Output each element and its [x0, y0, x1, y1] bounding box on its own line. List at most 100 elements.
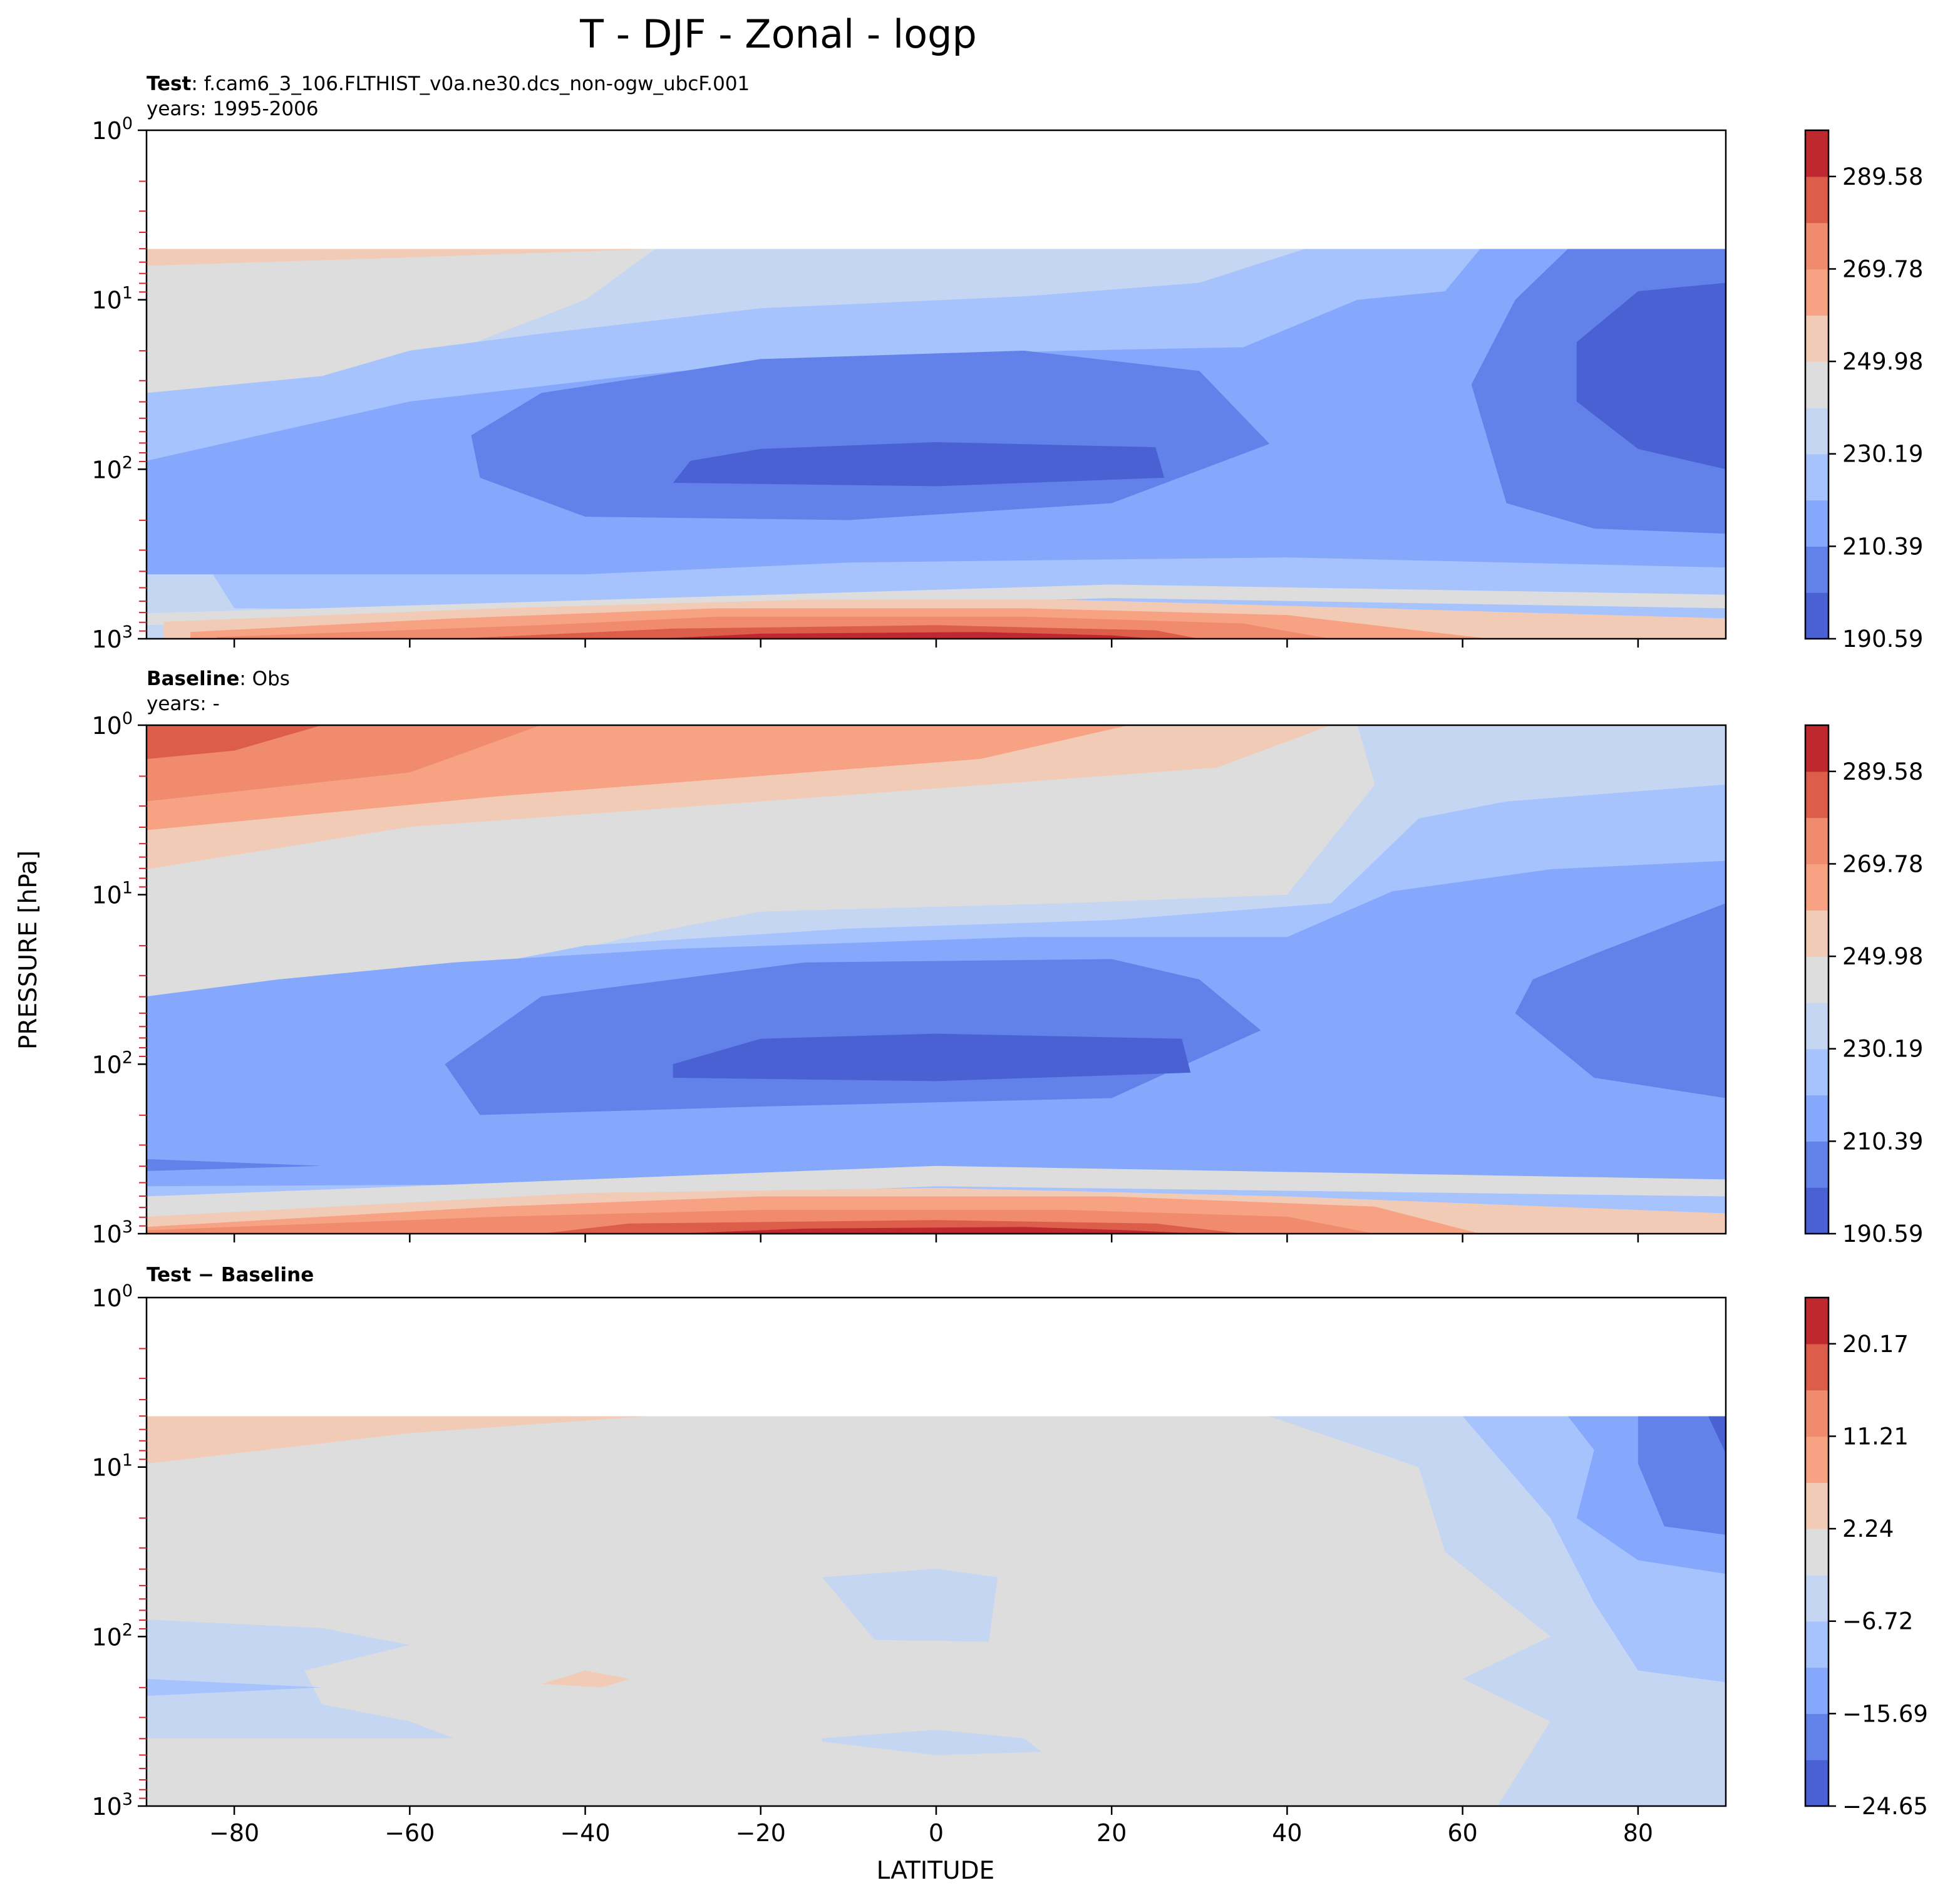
- y-tick-label: 100: [91, 1281, 133, 1312]
- panel-label-text: : f.cam6_3_106.FLTHIST_v0a.ne30.dcs_non-…: [191, 73, 750, 95]
- contour-fill-group: [147, 725, 1726, 1234]
- colorbar-segment: [1805, 1002, 1828, 1050]
- contour-fill-group: [147, 130, 1726, 639]
- x-tick-label: −60: [384, 1819, 435, 1847]
- x-tick-label: −20: [736, 1819, 786, 1847]
- colorbar-tick-label: 249.98: [1842, 943, 1923, 970]
- contour-region-17: [673, 1227, 1200, 1234]
- colorbar-segment: [1805, 1482, 1828, 1529]
- contour-region-7: [147, 1619, 454, 1738]
- x-tick-label: −80: [209, 1819, 259, 1847]
- panel-years: years: 1995-2006: [147, 98, 319, 120]
- colorbar-segment: [1805, 956, 1828, 1003]
- panel-label: Test: f.cam6_3_106.FLTHIST_v0a.ne30.dcs_…: [147, 73, 750, 95]
- colorbar-tick-label: 2.24: [1842, 1515, 1894, 1542]
- colorbar-frame: [1804, 1296, 1830, 1807]
- panel-baseline: Baseline: Obs years: - 100 101 102 103 190.59 2…: [91, 668, 1923, 1248]
- colorbar-segment: [1805, 546, 1828, 593]
- y-tick-label: 102: [91, 1620, 133, 1651]
- x-axis-label: LATITUDE: [877, 1857, 995, 1885]
- colorbar-frame: [1804, 129, 1830, 640]
- contour-region-8: [147, 1679, 322, 1696]
- figure-title: T - DJF - Zonal - logp: [579, 11, 977, 57]
- colorbar-segment: [1805, 315, 1828, 362]
- contour-region-9: [673, 1033, 1191, 1082]
- contour-region-11: [541, 1670, 629, 1688]
- x-tick-label: 0: [929, 1819, 944, 1847]
- contour-region-9: [822, 1569, 998, 1642]
- y-axis-label: PRESSURE [hPa]: [14, 850, 43, 1050]
- contour-region-1: [147, 249, 656, 266]
- contour-region-3: [147, 725, 1130, 830]
- colorbar-tick-label: 269.78: [1842, 850, 1923, 877]
- panel-label-bold: Test: [147, 73, 192, 95]
- contour-region-11: [147, 1159, 322, 1171]
- y-tick-label: 101: [91, 284, 133, 314]
- colorbar-segment: [1805, 1621, 1828, 1668]
- contour-region-8: [1576, 282, 1726, 470]
- contour-region-2: [147, 725, 322, 760]
- x-tick-label: 80: [1623, 1819, 1653, 1847]
- colorbar-tick-label: 289.58: [1842, 758, 1923, 785]
- colorbar: −24.65 −15.69 −6.72 2.24 11.21 20.17: [1804, 1296, 1928, 1820]
- contour-region-10: [822, 1730, 1042, 1755]
- panel-years: years: -: [147, 693, 220, 715]
- colorbar-segment: [1805, 1667, 1828, 1714]
- colorbar: 190.59 210.39 230.19 249.98 269.78 289.58: [1804, 724, 1923, 1247]
- colorbar-segment: [1805, 407, 1828, 455]
- colorbar-tick-label: 249.98: [1842, 348, 1923, 375]
- colorbar-segment: [1805, 176, 1828, 224]
- colorbar-segment: [1805, 1187, 1828, 1234]
- contour-region-15: [655, 632, 1156, 639]
- colorbar-segment: [1805, 1095, 1828, 1142]
- y-tick-label: 100: [91, 709, 133, 740]
- panel-test: Test: f.cam6_3_106.FLTHIST_v0a.ne30.dcs_…: [91, 73, 1923, 653]
- colorbar-tick-label: 289.58: [1842, 163, 1923, 190]
- colorbar: 190.59 210.39 230.19 249.98 269.78 289.58: [1804, 129, 1923, 653]
- colorbar-segment: [1805, 1390, 1828, 1437]
- colorbar-tick-label: −24.65: [1842, 1793, 1928, 1820]
- colorbar-segment: [1805, 1048, 1828, 1096]
- y-tick-label: 101: [91, 879, 133, 909]
- colorbar-segment: [1805, 725, 1828, 772]
- colorbar-tick-label: 210.39: [1842, 533, 1923, 560]
- panel-label-text: : Obs: [239, 668, 290, 690]
- contour-region-10: [147, 584, 1726, 626]
- colorbar-segment: [1805, 222, 1828, 270]
- panel-difference: Test − Baseline 100 101 102 103 −80 −60 −40 −20 0…: [91, 1264, 1927, 1847]
- x-tick-label: −40: [560, 1819, 610, 1847]
- panel-label: Test − Baseline: [147, 1264, 314, 1286]
- colorbar-tick-label: 20.17: [1842, 1331, 1909, 1358]
- y-tick-label: 103: [91, 622, 133, 653]
- x-tick-label: 60: [1447, 1819, 1477, 1847]
- colorbar-tick-label: −15.69: [1842, 1700, 1928, 1727]
- colorbar-segment: [1805, 1343, 1828, 1391]
- colorbar-segment: [1805, 910, 1828, 957]
- contour-region-10: [1515, 903, 1726, 1098]
- colorbar-tick-label: 230.19: [1842, 1036, 1923, 1063]
- colorbar-segment: [1805, 592, 1828, 639]
- panel-label-bold: Baseline: [147, 668, 239, 690]
- colorbar-segment: [1805, 500, 1828, 547]
- colorbar-segment: [1805, 1529, 1828, 1576]
- colorbar-frame: [1804, 724, 1830, 1235]
- colorbar-tick-label: 210.39: [1842, 1128, 1923, 1155]
- panel-label: Baseline: Obs: [147, 668, 290, 690]
- y-tick-label: 103: [91, 1790, 133, 1820]
- y-tick-label: 102: [91, 453, 133, 483]
- colorbar-segment: [1805, 361, 1828, 408]
- colorbar-segment: [1805, 1574, 1828, 1622]
- colorbar-segment: [1805, 1298, 1828, 1345]
- colorbar-segment: [1805, 269, 1828, 316]
- colorbar-tick-label: 11.21: [1842, 1423, 1909, 1450]
- colorbar-segment: [1805, 817, 1828, 865]
- colorbar-tick-label: 190.59: [1842, 626, 1923, 653]
- colorbar-segment: [1805, 1713, 1828, 1760]
- panel-label-bold: Test − Baseline: [147, 1264, 314, 1286]
- colorbar-segment: [1805, 771, 1828, 818]
- colorbar-tick-label: 190.59: [1842, 1221, 1923, 1247]
- colorbar-segment: [1805, 864, 1828, 911]
- x-tick-label: 20: [1096, 1819, 1127, 1847]
- y-tick-label: 102: [91, 1048, 133, 1078]
